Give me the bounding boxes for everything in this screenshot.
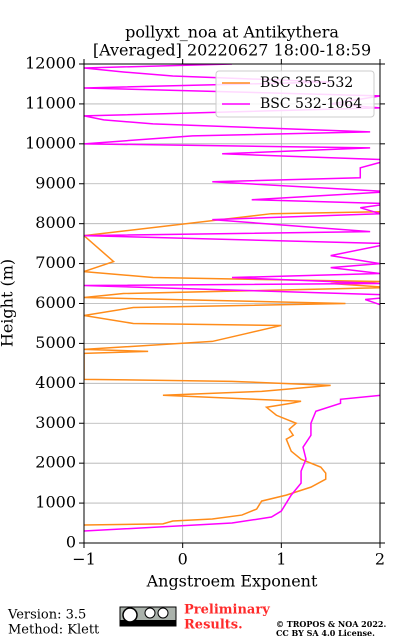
y-tick-label: 7000: [35, 253, 76, 272]
copyright: © TROPOS & NOA 2022.: [276, 619, 386, 629]
legend-label: BSC 355-532: [260, 75, 353, 91]
status-text: Results.: [184, 618, 243, 633]
y-tick-label: 3000: [35, 413, 76, 432]
copyright: CC BY SA 4.0 License.: [276, 628, 375, 638]
plot-frame: [83, 63, 381, 544]
cc-badge: [119, 606, 177, 627]
legend-box: [215, 70, 375, 118]
profile-line: [84, 210, 380, 526]
y-tick-label: 6000: [35, 293, 76, 312]
plot-area: [84, 64, 380, 532]
chart-subtitle: [Averaged] 20220627 18:00-18:59: [93, 41, 371, 60]
x-tick-label: 1: [276, 550, 286, 569]
legend-label: BSC 532-1064: [260, 96, 362, 112]
y-tick-label: 8000: [35, 213, 76, 232]
version: Version: 3.5: [7, 608, 86, 623]
y-axis-label: Height (m): [0, 259, 17, 347]
y-tick-label: 11000: [25, 93, 76, 112]
y-tick-label: 5000: [35, 333, 76, 352]
x-tick-label: 0: [178, 550, 188, 569]
method: Method: Klett: [8, 623, 100, 638]
y-tick-label: 4000: [35, 373, 76, 392]
profile-line: [84, 64, 380, 532]
status-text: Preliminary: [184, 603, 270, 618]
y-tick-label: 12000: [25, 54, 76, 73]
y-tick-label: 0: [66, 533, 76, 552]
x-axis-label: Angstroem Exponent: [146, 572, 318, 591]
x-tick-label: 2: [375, 550, 385, 569]
y-tick-label: 2000: [35, 453, 76, 472]
chart-title: pollyxt_noa at Antikythera: [125, 23, 339, 42]
y-tick-label: 1000: [35, 493, 76, 512]
y-tick-label: 10000: [25, 133, 76, 152]
y-tick-label: 9000: [35, 173, 76, 192]
x-tick-label: −1: [72, 550, 96, 569]
